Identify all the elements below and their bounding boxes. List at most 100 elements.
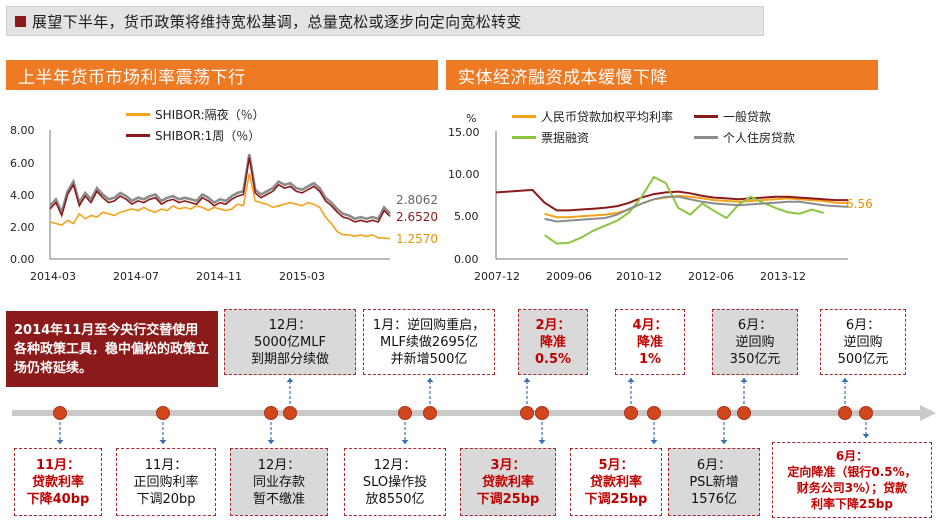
timeline-arrowhead [920,405,936,421]
legend-item-weighted-rate: 人民币贷款加权平均利率 [512,108,673,125]
x-tick: 2015-03 [279,270,325,283]
y-tick: 2.00 [10,221,35,234]
arrow-down-head [159,440,167,444]
x-tick: 2007-12 [474,270,520,283]
series-line-0 [49,173,391,240]
series-line-2 [49,153,391,221]
x-tick: 2013-12 [760,270,806,283]
event-box-bottom: 6月： 定向降准（银行0.5%， 财务公司3%）；贷款 利率下降25bp [772,442,932,518]
legend-swatch-darkred [694,115,718,118]
y-tick: 0.00 [454,253,479,266]
y-tick: 0.00 [10,253,35,266]
legend-swatch-green [512,136,536,139]
timeline-dot [264,406,278,420]
timeline-dot [717,406,731,420]
end-label-656: 6.56 [846,197,873,211]
event-box-top: 12月： 5000亿MLF 到期部分续做 [224,309,356,375]
y-unit-label: % [466,112,477,125]
legend-swatch-gray [694,136,718,139]
timeline-bar [12,410,922,416]
legend-label: 票据融资 [541,131,590,145]
event-box-bottom: 12月： SLO操作投 放8550亿 [344,448,446,516]
y-tick: 10.00 [448,168,480,181]
arrow-down-head [267,440,275,444]
arrow-down-head [862,434,870,438]
y-tick: 4.00 [10,189,35,202]
arrow-down-head [538,440,546,444]
arrow-up-head [286,378,294,382]
arrow-up-head [740,378,748,382]
x-tick: 2009-06 [546,270,592,283]
legend-item-shibor-overnight: SHIBOR:隔夜（％） [126,106,265,123]
event-box-top: 6月： 逆回购 500亿元 [820,309,906,375]
event-box-bottom: 5月： 贷款利率 下调25bp [570,448,662,516]
legend-label: 一般贷款 [723,110,772,124]
arrow-up-head [523,378,531,382]
header-bullet-icon [15,15,26,27]
event-box-bottom: 11月： 贷款利率 下降40bp [14,448,102,516]
event-box-top: 6月： 逆回购 350亿元 [712,309,798,375]
x-tick: 2014-03 [30,270,76,283]
series-line-1 [49,157,391,223]
x-tick: 2012-06 [688,270,734,283]
arrow-up-head [426,378,434,382]
legend-label: SHIBOR:隔夜（％） [155,108,265,122]
y-tick: 15.00 [448,126,480,139]
x-tick: 2010-12 [616,270,662,283]
legend-label: 个人住房贷款 [723,131,796,145]
event-box-bottom: 3月： 贷款利率 下调25bp [460,448,556,516]
end-label-orange: 1.2570 [396,232,438,246]
policy-note: 2014年11月至今央行交替使用各种政策工具，稳中偏松的政策立场仍将延续。 [6,311,218,387]
legend-item-mortgage: 个人住房贷款 [694,129,795,146]
series-line-right-1 [495,188,848,212]
left-section-title: 上半年货币市场利率震荡下行 [6,60,438,90]
y-tick: 8.00 [10,124,35,137]
legend-swatch-darkred [126,134,150,137]
series-line-right-3 [544,195,849,223]
timeline-dot [624,406,638,420]
arrow-down-head [720,440,728,444]
event-box-bottom: 12月： 同业存款 暂不缴准 [230,448,328,516]
legend-label: SHIBOR:1周（％） [155,129,261,143]
end-label-darkred: 2.6520 [396,210,438,224]
legend-item-general-loan: 一般贷款 [694,108,771,125]
x-tick: 2014-11 [196,270,242,283]
timeline-dot [647,406,661,420]
arrow-down-head [401,440,409,444]
page-header: 展望下半年，货币政策将维持宽松基调，总量宽松或逐步向定向宽松转变 [6,6,764,36]
timeline-dot [535,406,549,420]
timeline-dot [859,406,873,420]
event-box-top: 4月： 降准 1% [615,309,685,375]
arrow-up-head [627,378,635,382]
legend-swatch-orange [512,115,536,118]
arrow-down-head [56,440,64,444]
legend-swatch-orange [126,113,150,116]
arrow-up-head [841,378,849,382]
timeline-dot [520,406,534,420]
legend-label: 人民币贷款加权平均利率 [541,110,674,124]
arrow-down-head [650,440,658,444]
series-line-right-0 [544,194,849,219]
y-tick: 6.00 [10,157,35,170]
y-tick: 5.00 [454,210,479,223]
timeline-dot [737,406,751,420]
legend-item-bill-financing: 票据融资 [512,129,589,146]
timeline-dot [156,406,170,420]
end-label-gray: 2.8062 [396,193,438,207]
event-box-top: 2月： 降准 0.5% [518,309,588,375]
event-box-bottom: 11月： 正回购利率 下调20bp [116,448,216,516]
event-box-top: 1月：逆回购重启， MLF续做2695亿 并新增500亿 [363,309,495,375]
timeline-dot [283,406,297,420]
event-box-bottom: 6月： PSL新增 1576亿 [668,448,760,516]
legend-item-shibor-1week: SHIBOR:1周（％） [126,127,260,144]
timeline-dot [53,406,67,420]
series-line-right-2 [544,175,824,245]
timeline-dot [838,406,852,420]
page-title: 展望下半年，货币政策将维持宽松基调，总量宽松或逐步向定向宽松转变 [32,12,522,31]
timeline-dot [423,406,437,420]
right-section-title: 实体经济融资成本缓慢下降 [446,60,878,90]
x-tick: 2014-07 [113,270,159,283]
timeline-dot [398,406,412,420]
